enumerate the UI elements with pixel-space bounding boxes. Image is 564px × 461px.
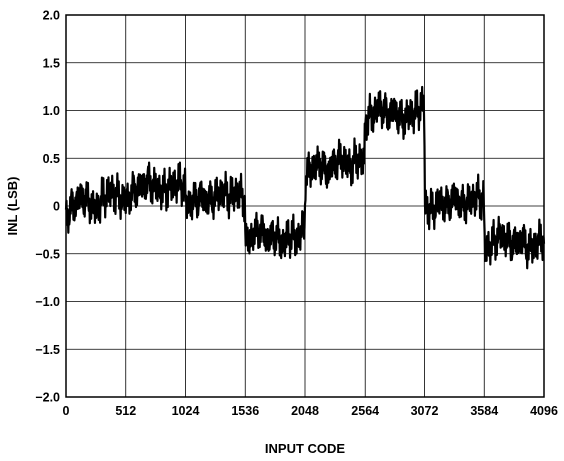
plot-frame <box>65 14 545 398</box>
x-tick-label: 4096 <box>530 404 558 418</box>
y-tick-labels: 2.0 1.5 1.0 0.5 0 −0.5 −1.0 −1.5 −2.0 <box>35 9 60 405</box>
y-tick-label: 1.0 <box>43 104 60 118</box>
x-tick-label: 3072 <box>411 404 439 418</box>
x-tick-label: 2048 <box>291 404 319 418</box>
y-axis-title: INL (LSB) <box>5 177 20 236</box>
x-tick-label: 0 <box>63 404 70 418</box>
y-tick-label: 1.5 <box>43 56 60 70</box>
y-tick-label: −0.5 <box>35 247 60 261</box>
y-tick-label: −1.0 <box>35 295 60 309</box>
x-tick-label: 1536 <box>231 404 259 418</box>
x-tick-label: 3584 <box>470 404 498 418</box>
y-tick-label: 2.0 <box>43 9 60 23</box>
y-tick-label: 0 <box>53 200 60 214</box>
y-tick-label: −2.0 <box>35 391 60 405</box>
x-tick-label: 512 <box>115 404 136 418</box>
y-tick-label: −1.5 <box>35 343 60 357</box>
x-tick-label: 2564 <box>351 404 379 418</box>
y-tick-label: 0.5 <box>43 152 60 166</box>
x-tick-label: 1024 <box>172 404 200 418</box>
inl-series-line <box>64 85 546 270</box>
x-axis-title: INPUT CODE <box>265 441 346 456</box>
x-tick-labels: 0 512 1024 1536 2048 2564 3072 3584 4096 <box>63 404 558 418</box>
